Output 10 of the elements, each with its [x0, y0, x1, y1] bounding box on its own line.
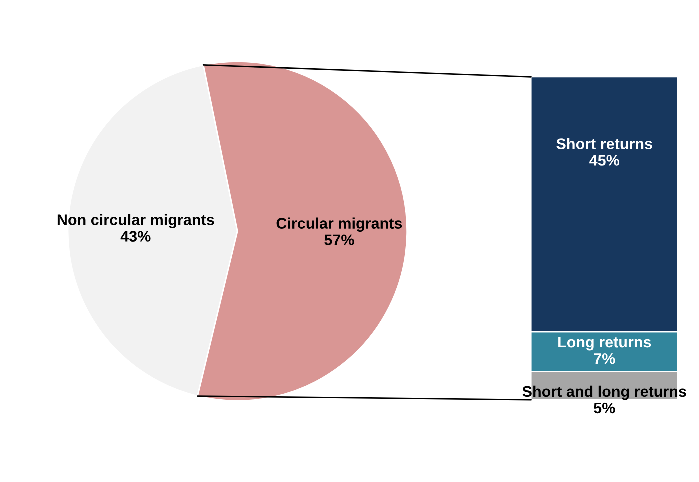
series-label: Long returns	[558, 337, 652, 351]
slice-label: Non circular migrants	[58, 214, 214, 229]
series-label: Short returns	[556, 138, 652, 150]
slice-label: Circular migrants	[276, 218, 402, 232]
data-label: 43%	[120, 231, 151, 242]
data-label: 45%	[590, 155, 620, 166]
series-label: Short and long returns	[522, 386, 686, 400]
data-label: 5%	[594, 402, 616, 414]
data-label: 7%	[594, 353, 616, 364]
data-label: 57%	[324, 234, 354, 246]
